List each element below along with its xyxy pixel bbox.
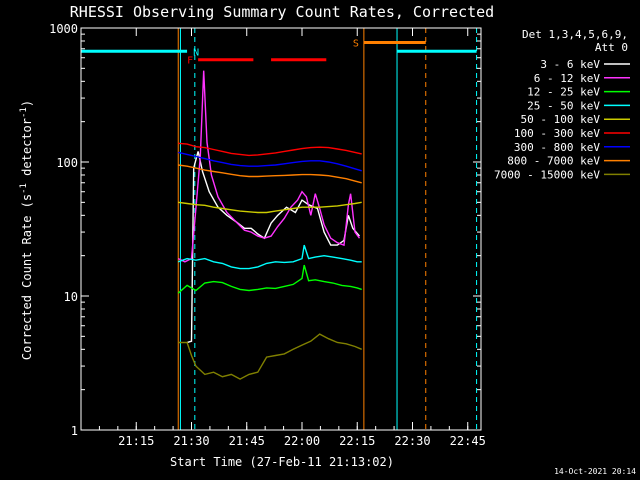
x-tick-label-6: 22:45 xyxy=(450,434,486,448)
plot-frame xyxy=(80,27,482,431)
legend-label-8: 7000 - 15000 keV xyxy=(494,168,600,181)
y-tick-label-2: 100 xyxy=(56,156,78,170)
x-tick-label-0: 21:15 xyxy=(118,434,154,448)
x-tick-label-2: 21:45 xyxy=(229,434,265,448)
x-tick-label-1: 21:30 xyxy=(173,434,209,448)
x-axis-label: Start Time (27-Feb-11 21:13:02) xyxy=(170,455,394,469)
series-line-6 xyxy=(178,151,362,172)
legend-label-4: 50 - 100 keV xyxy=(521,113,601,126)
legend-label-6: 300 - 800 keV xyxy=(514,141,600,154)
series-line-3 xyxy=(177,244,362,270)
x-tick-label-5: 22:30 xyxy=(394,434,430,448)
legend-header-detectors: Det 1,3,4,5,6,9, xyxy=(522,28,628,41)
legend-label-7: 800 - 7000 keV xyxy=(507,155,600,168)
series-line-0 xyxy=(186,151,361,344)
y-tick-label-1: 10 xyxy=(64,290,78,304)
series-line-2 xyxy=(177,264,362,294)
series-line-1 xyxy=(177,70,361,263)
y-axis-label: Corrected Count Rate (s-1 detector-1) xyxy=(19,100,34,360)
series-line-7 xyxy=(178,164,362,184)
flag-label-s: S xyxy=(353,38,359,49)
legend-label-0: 3 - 6 keV xyxy=(540,58,600,71)
x-tick-label-4: 22:15 xyxy=(339,434,375,448)
x-tick-label-3: 22:00 xyxy=(284,434,320,448)
legend-label-2: 12 - 25 keV xyxy=(527,86,600,99)
legend-label-3: 25 - 50 keV xyxy=(527,99,600,112)
legend-label-5: 100 - 300 keV xyxy=(514,127,600,140)
flag-label-n: N xyxy=(193,47,199,58)
legend-label-1: 6 - 12 keV xyxy=(534,72,601,85)
chart-title: RHESSI Observing Summary Count Rates, Co… xyxy=(70,3,494,21)
series-line-4 xyxy=(178,201,362,214)
y-tick-label-3: 1000 xyxy=(49,22,78,36)
series-line-5 xyxy=(178,142,362,157)
y-tick-label-0: 1 xyxy=(71,424,78,438)
legend-header-attenuator: Att 0 xyxy=(595,41,628,54)
flag-label-f: F xyxy=(187,56,193,67)
series-line-8 xyxy=(178,333,362,380)
footer-date: 14-Oct-2021 20:14 xyxy=(554,467,636,476)
